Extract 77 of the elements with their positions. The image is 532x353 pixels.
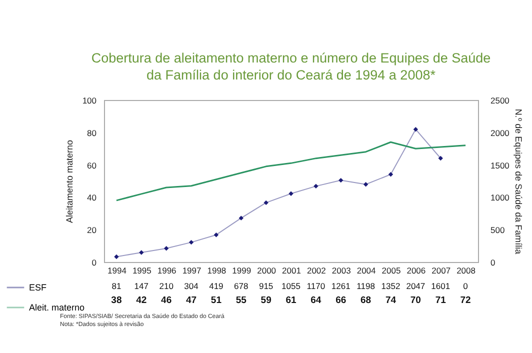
data-label: 147	[134, 281, 149, 291]
data-label: 210	[159, 281, 174, 291]
y2-tick-label: 0	[490, 258, 496, 268]
point	[238, 216, 244, 220]
y2-tick-label: 1500	[490, 160, 510, 170]
y2-tick-label: 500	[490, 225, 505, 236]
data-label: 59	[260, 295, 272, 306]
chart-title: Cobertura de aleitamento materno e número de Equipes de Saúde da Família do interior do Ceará de 1994 a 2008*	[91, 50, 491, 82]
y-tick-label: 100	[82, 96, 97, 106]
x-tick-label: 2008	[456, 266, 476, 276]
x-tick-label: 2000	[257, 266, 276, 276]
point	[438, 156, 443, 161]
data-label: 678	[234, 281, 248, 291]
x-tick-label: 1998	[207, 266, 226, 276]
data-label: 70	[410, 295, 421, 306]
data-label: 1055	[282, 281, 301, 291]
data-label: 66	[336, 295, 346, 306]
point	[363, 182, 368, 187]
x-tick-label: 1994	[108, 266, 127, 276]
y2-tick-label: 2000	[490, 128, 510, 138]
data-label: 2047	[406, 281, 426, 291]
x-tick-label: 1999	[232, 266, 252, 276]
data-label: 68	[360, 295, 372, 306]
legend-label: Aleit. materno	[29, 302, 85, 312]
data-label: 42	[136, 295, 147, 306]
x-tick-label: 2003	[332, 266, 352, 276]
y-tick-label: 0	[92, 258, 97, 268]
data-label: 1352	[381, 281, 400, 291]
point	[114, 254, 119, 260]
point	[188, 240, 194, 245]
y2-axis-title: N.º de Equipes de Saúde da Família	[513, 108, 524, 254]
legend-label: ESF	[29, 282, 48, 292]
line-series	[116, 141, 466, 202]
data-label: 38	[111, 295, 122, 306]
y-axis-title: Aleitamento materno	[64, 140, 74, 224]
data-label: 61	[286, 295, 297, 306]
data-label: 74	[385, 295, 397, 306]
data-label: 51	[210, 295, 222, 306]
y-tick-label: 40	[87, 192, 97, 203]
data-label: 1601	[431, 281, 450, 291]
data-label: 72	[460, 295, 471, 306]
point	[314, 184, 318, 189]
text: 0	[463, 281, 468, 291]
y2-tick-label: 1000	[490, 192, 510, 203]
data-label: 1170	[306, 281, 326, 291]
y-tick-label: 80	[87, 128, 97, 138]
x-tick-label: 1997	[182, 266, 202, 276]
point	[139, 250, 144, 255]
data-label: 81	[112, 281, 122, 291]
x-tick-label: 2007	[432, 266, 451, 276]
data-label: 304	[184, 281, 199, 291]
data-label: 915	[258, 281, 274, 291]
data-label: 46	[161, 295, 172, 306]
data-label: 55	[236, 295, 248, 306]
point	[164, 246, 169, 251]
y-tick-label: 60	[87, 160, 97, 170]
point	[338, 178, 344, 183]
x-tick-label: 2005	[382, 266, 401, 276]
data-label: 64	[310, 295, 322, 306]
point	[214, 232, 219, 238]
x-tick-label: 2004	[356, 266, 376, 276]
data-label: 1261	[331, 281, 351, 291]
point	[413, 127, 418, 132]
point	[388, 172, 394, 177]
point	[264, 200, 268, 206]
x-tick-label: 1996	[157, 266, 177, 276]
x-tick-label: 2006	[406, 266, 426, 276]
data-label: 419	[209, 281, 224, 291]
data-label: 47	[186, 295, 197, 306]
x-tick-label: 1995	[132, 266, 152, 276]
data-label: 1198	[356, 281, 376, 291]
x-tick-label: 2002	[306, 266, 326, 276]
y2-tick-label: 2500	[490, 96, 510, 106]
point	[288, 191, 294, 196]
x-tick-label: 2001	[282, 266, 302, 276]
data-label: 71	[435, 295, 447, 306]
y-tick-label: 20	[87, 225, 97, 236]
